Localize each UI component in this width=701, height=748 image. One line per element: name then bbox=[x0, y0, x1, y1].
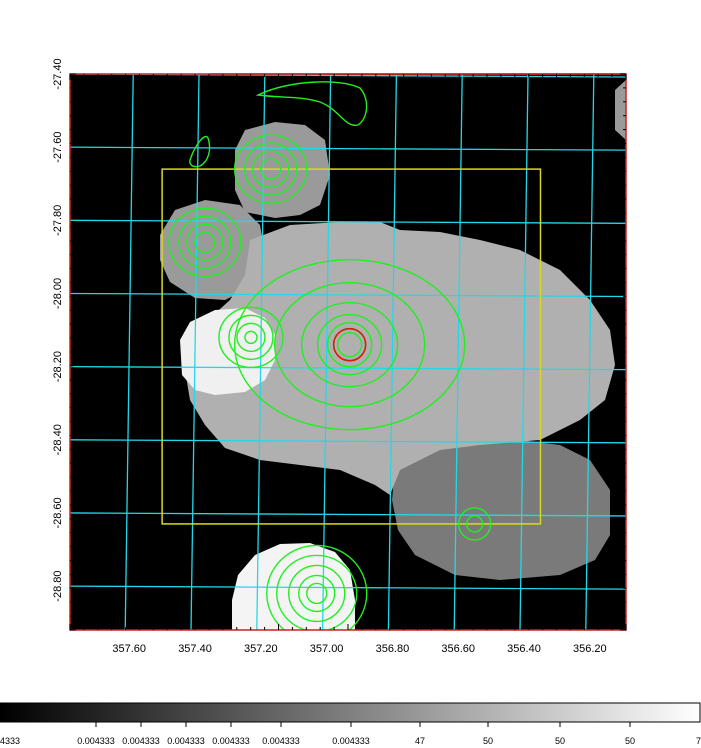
contour-5-level-1 bbox=[457, 507, 492, 541]
colorbar-gradient bbox=[0, 702, 701, 723]
contour-4-level-1 bbox=[298, 574, 336, 613]
colorbar-label: 0.004333 bbox=[167, 736, 205, 746]
contour-0-level-3 bbox=[300, 301, 399, 388]
grid-line-y-1 bbox=[70, 146, 626, 151]
contour-0-level-5 bbox=[233, 258, 466, 431]
bright-blob-south bbox=[232, 543, 355, 630]
y-tick-label: -27.80 bbox=[52, 205, 64, 236]
x-tick-label: 357.20 bbox=[244, 643, 278, 655]
grid-line-x-5 bbox=[453, 74, 463, 630]
y-tick-label: -27.60 bbox=[52, 132, 64, 163]
contour-2-level-0 bbox=[194, 231, 216, 253]
contour-4-level-3 bbox=[276, 554, 358, 630]
x-tick-label: 356.80 bbox=[376, 643, 410, 655]
colorbar: 4333 0.004333 0.004333 0.004333 0.004333 0.00… bbox=[0, 702, 701, 746]
contour-2-level-1 bbox=[186, 223, 224, 261]
colorbar-label: 0.004333 bbox=[332, 736, 370, 746]
contour-5-level-0 bbox=[465, 515, 484, 533]
colorbar-label: 50 bbox=[483, 736, 493, 746]
contour-1-level-2 bbox=[228, 314, 274, 361]
y-tick-label: -28.40 bbox=[52, 424, 64, 455]
southeast-cloud-region bbox=[392, 440, 610, 580]
bright-blob-west bbox=[180, 308, 275, 395]
colorbar-ticks bbox=[95, 722, 631, 727]
x-axis-labels: 357.60 357.40 357.20 357.00 356.80 356.60 356.… bbox=[112, 643, 606, 655]
grid-line-x-4 bbox=[387, 74, 398, 630]
x-tick-label: 356.40 bbox=[507, 643, 541, 655]
contour-0-level-1 bbox=[326, 321, 373, 368]
contour-3-level-3 bbox=[233, 134, 308, 204]
x-tick-label: 357.00 bbox=[310, 643, 344, 655]
x-tick-label: 356.20 bbox=[573, 643, 607, 655]
y-tick-label: -28.60 bbox=[52, 497, 64, 528]
contour-north-west-loop bbox=[189, 135, 211, 168]
colorbar-label: 7 bbox=[696, 736, 701, 746]
colorbar-label: 47 bbox=[415, 736, 425, 746]
sky-image bbox=[70, 74, 626, 630]
colorbar-labels: 4333 0.004333 0.004333 0.004333 0.004333 0.00… bbox=[0, 736, 701, 746]
x-tick-label: 357.40 bbox=[178, 643, 212, 655]
contour-3-level-0 bbox=[259, 158, 282, 180]
contour-2-level-2 bbox=[178, 215, 232, 269]
contour-3-level-2 bbox=[243, 142, 298, 196]
y-axis-labels: -27.40 -27.60 -27.80 -28.00 -28.20 -28.40 -28.… bbox=[52, 58, 64, 601]
colorbar-label: 0.004333 bbox=[262, 736, 300, 746]
red-circle-source bbox=[332, 327, 367, 362]
contour-north-arc bbox=[255, 81, 368, 126]
y-tick-label: -27.40 bbox=[52, 58, 64, 89]
contour-1-level-1 bbox=[236, 322, 266, 353]
y-tick-label: -28.00 bbox=[52, 278, 64, 309]
grid-line-x-0 bbox=[124, 74, 134, 630]
selection-box bbox=[161, 168, 542, 525]
grid-line-x-2 bbox=[256, 74, 266, 630]
contour-2-level-3 bbox=[168, 207, 242, 277]
east-edge-region bbox=[615, 80, 626, 140]
colorbar-label: 0.004333 bbox=[122, 736, 160, 746]
contour-overlay bbox=[168, 134, 492, 630]
contour-0-level-2 bbox=[316, 313, 383, 376]
colorbar-label: 50 bbox=[555, 736, 565, 746]
contour-4-level-4 bbox=[266, 544, 368, 630]
colorbar-label: 4333 bbox=[0, 736, 20, 746]
grid-line-y-7 bbox=[70, 585, 626, 590]
contour-4-level-0 bbox=[306, 582, 328, 605]
axis-ticks bbox=[69, 73, 627, 631]
central-cloud-region bbox=[185, 222, 615, 495]
y-tick-label: -28.20 bbox=[52, 351, 64, 382]
y-tick-label: -28.80 bbox=[52, 571, 64, 602]
x-tick-label: 357.60 bbox=[112, 643, 146, 655]
colorbar-label: 0.004333 bbox=[77, 736, 115, 746]
contour-0-level-4 bbox=[273, 281, 426, 408]
grid-line-x-3 bbox=[321, 74, 332, 630]
colorbar-label: 50 bbox=[625, 736, 635, 746]
contour-3-level-1 bbox=[251, 150, 290, 188]
grid-line-x-7 bbox=[585, 74, 595, 630]
contour-1-level-0 bbox=[244, 330, 258, 345]
grid-line-x-6 bbox=[519, 74, 529, 630]
x-tick-label: 356.60 bbox=[441, 643, 475, 655]
contour-1-level-3 bbox=[218, 306, 284, 369]
contour-4-level-2 bbox=[288, 564, 346, 623]
colorbar-label: 0.004333 bbox=[212, 736, 250, 746]
contour-0-level-0 bbox=[336, 331, 363, 358]
